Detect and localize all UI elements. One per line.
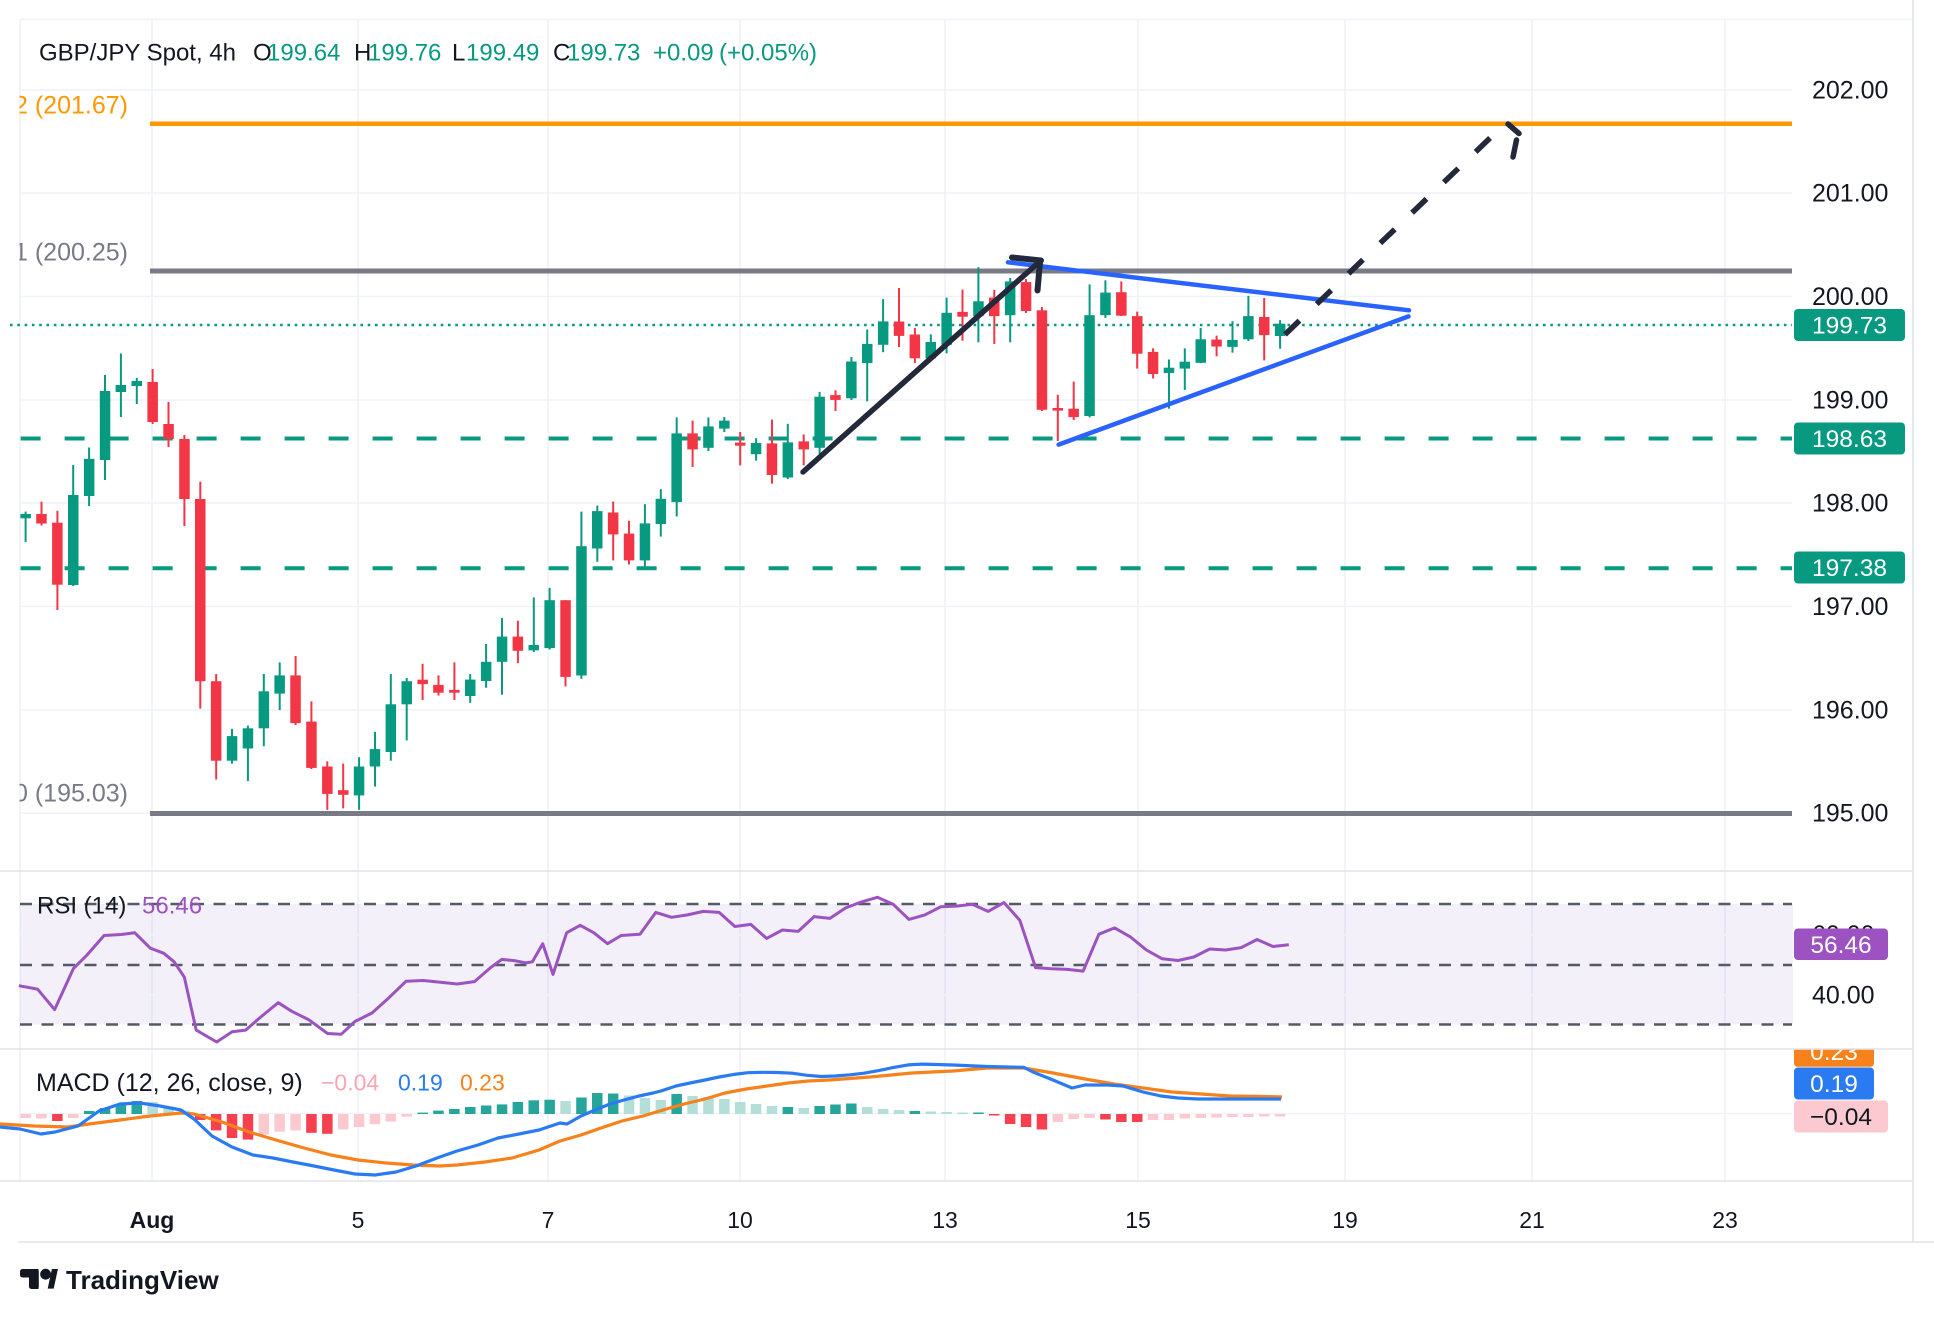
svg-text:23: 23 <box>1712 1207 1738 1233</box>
svg-text:56.46: 56.46 <box>1810 932 1871 959</box>
svg-text:201.00: 201.00 <box>1812 180 1888 208</box>
svg-text:10: 10 <box>727 1207 753 1233</box>
svg-text:L: L <box>452 40 465 67</box>
svg-text:199.00: 199.00 <box>1812 387 1888 415</box>
svg-text:199.73: 199.73 <box>1812 313 1887 340</box>
svg-text:198.00: 198.00 <box>1812 490 1888 518</box>
svg-text:0.19: 0.19 <box>1810 1071 1858 1098</box>
svg-text:GBP/JPY Spot, 4h: GBP/JPY Spot, 4h <box>39 40 236 67</box>
svg-text:O: O <box>253 40 272 67</box>
svg-text:0.23: 0.23 <box>1810 1039 1858 1066</box>
svg-text:202.00: 202.00 <box>1812 77 1888 105</box>
svg-text:+0.09: +0.09 <box>653 40 714 67</box>
svg-text:H: H <box>354 40 371 67</box>
svg-text:Aug: Aug <box>130 1207 175 1233</box>
svg-text:0 (195.03): 0 (195.03) <box>14 780 128 808</box>
svg-text:198.63: 198.63 <box>1812 426 1887 453</box>
svg-text:5: 5 <box>352 1207 365 1233</box>
svg-text:MACD (12, 26, close, 9): MACD (12, 26, close, 9) <box>36 1069 303 1097</box>
svg-text:195.00: 195.00 <box>1812 800 1888 828</box>
svg-text:200.00: 200.00 <box>1812 283 1888 311</box>
svg-text:19: 19 <box>1332 1207 1358 1233</box>
svg-text:197.00: 197.00 <box>1812 593 1888 621</box>
svg-text:−0.04: −0.04 <box>321 1070 379 1096</box>
svg-text:1 (200.25): 1 (200.25) <box>14 239 128 267</box>
svg-text:C: C <box>553 40 570 67</box>
svg-text:−0.04: −0.04 <box>1810 1104 1872 1131</box>
svg-text:7: 7 <box>542 1207 555 1233</box>
svg-text:56.46: 56.46 <box>142 893 202 920</box>
svg-text:0.23: 0.23 <box>460 1070 505 1096</box>
svg-text:RSI (14): RSI (14) <box>37 893 126 920</box>
svg-text:TradingView: TradingView <box>66 1265 219 1295</box>
svg-text:40.00: 40.00 <box>1812 982 1875 1010</box>
svg-text:197.38: 197.38 <box>1812 555 1887 582</box>
svg-text:199.49: 199.49 <box>466 40 539 67</box>
svg-text:196.00: 196.00 <box>1812 697 1888 725</box>
svg-text:(+0.05%): (+0.05%) <box>719 40 817 67</box>
svg-text:199.64: 199.64 <box>267 40 340 67</box>
svg-text:0.19: 0.19 <box>398 1070 443 1096</box>
svg-text:199.73: 199.73 <box>567 40 640 67</box>
svg-text:15: 15 <box>1125 1207 1151 1233</box>
svg-text:21: 21 <box>1519 1207 1545 1233</box>
svg-text:199.76: 199.76 <box>368 40 441 67</box>
svg-text:2 (201.67): 2 (201.67) <box>14 92 128 120</box>
svg-text:13: 13 <box>932 1207 958 1233</box>
